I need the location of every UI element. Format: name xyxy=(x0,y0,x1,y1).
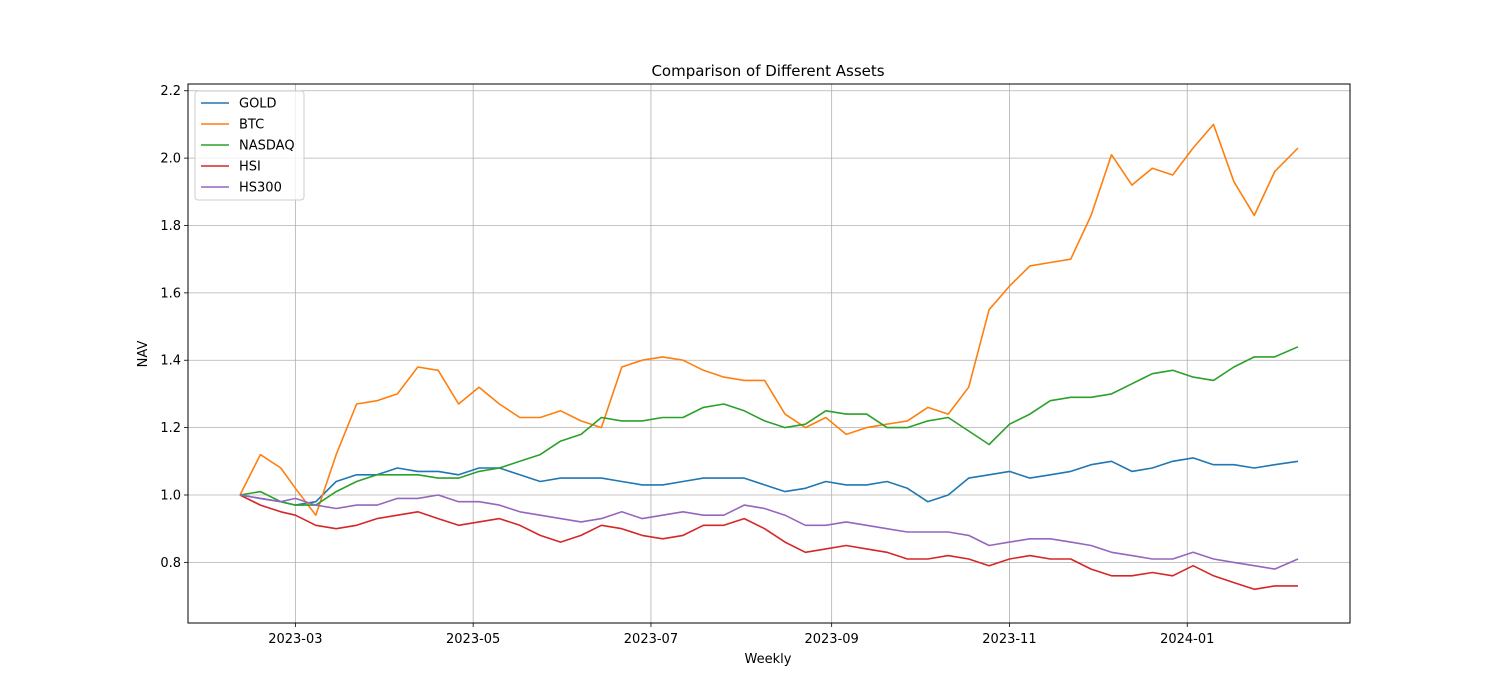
grid-lines xyxy=(188,84,1350,623)
y-tick-label: 1.0 xyxy=(160,488,181,503)
y-tick-label: 0.8 xyxy=(160,556,181,571)
legend-label-hs300: HS300 xyxy=(239,181,282,196)
x-tick-label: 2023-03 xyxy=(268,632,322,647)
series-line-hsi xyxy=(239,494,1298,591)
x-axis: 2023-03 2023-05 2023-07 2023-09 2023-11 2024-… xyxy=(268,623,1214,647)
series-line-nasdaq xyxy=(239,346,1299,506)
legend-label-nasdaq: NASDAQ xyxy=(239,139,295,154)
y-tick-label: 2.0 xyxy=(160,152,181,167)
legend-label-hsi: HSI xyxy=(239,160,261,175)
y-tick-label: 1.4 xyxy=(160,354,181,369)
x-tick-label: 2023-11 xyxy=(982,632,1036,647)
y-tick-label: 1.6 xyxy=(160,286,181,301)
x-tick-label: 2023-07 xyxy=(624,632,678,647)
series-line-btc xyxy=(239,123,1299,516)
legend: GOLD BTC NASDAQ HSI HS300 xyxy=(194,90,305,201)
y-axis-label: NAV xyxy=(136,341,151,368)
legend-label-gold: GOLD xyxy=(239,97,277,112)
legend-label-btc: BTC xyxy=(239,118,264,133)
y-axis: 0.8 1.0 1.2 1.4 1.6 1.8 2.0 2.2 xyxy=(160,84,188,571)
plot-frame xyxy=(187,83,1351,624)
y-tick-label: 1.2 xyxy=(160,421,181,436)
chart-title: Comparison of Different Assets xyxy=(651,62,884,80)
series-lines xyxy=(239,123,1299,591)
x-tick-label: 2024-01 xyxy=(1160,632,1214,647)
y-tick-label: 2.2 xyxy=(160,84,181,99)
legend-box xyxy=(194,90,305,201)
series-line-gold xyxy=(239,457,1299,506)
x-axis-label: Weekly xyxy=(745,652,792,667)
x-tick-label: 2023-09 xyxy=(804,632,858,647)
series-line-hs300 xyxy=(239,494,1299,570)
y-tick-label: 1.8 xyxy=(160,219,181,234)
x-tick-label: 2023-05 xyxy=(446,632,500,647)
